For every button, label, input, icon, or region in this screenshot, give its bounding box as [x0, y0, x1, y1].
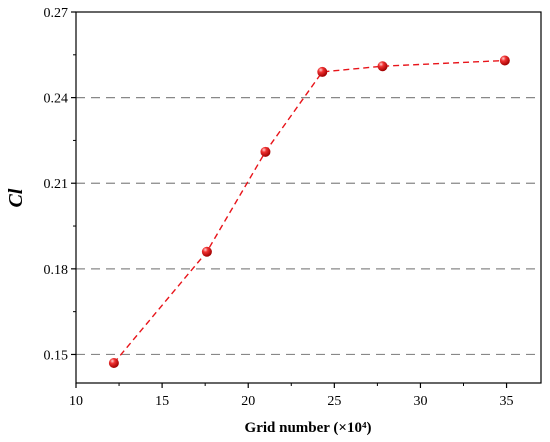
y-tick-label: 0.18: [44, 263, 69, 278]
x-tick-label: 20: [241, 394, 255, 409]
y-tick-label: 0.24: [44, 92, 69, 107]
axis-ticks: 0.15 0.18 0.21 0.24 0.27 10 15 20 25 30 35: [44, 6, 514, 409]
data-point: [201, 246, 212, 257]
data-point: [499, 55, 510, 66]
x-tick-label: 10: [69, 394, 83, 409]
y-tick-label: 0.27: [44, 6, 69, 21]
data-point: [260, 146, 271, 157]
x-axis-title: Grid number (×10⁴): [245, 420, 372, 436]
gridlines: [76, 97, 541, 356]
series: [108, 55, 510, 369]
x-tick-label: 35: [500, 394, 514, 409]
x-tick-label: 30: [413, 394, 427, 409]
x-tick-label: 15: [155, 394, 169, 409]
data-point: [317, 66, 328, 77]
data-point: [108, 358, 119, 369]
y-tick-label: 0.21: [44, 177, 69, 192]
data-point: [377, 61, 388, 72]
x-tick-label: 25: [327, 394, 341, 409]
y-axis-title: Cl: [5, 188, 27, 207]
plot-frame: [75, 11, 542, 384]
y-tick-label: 0.15: [44, 348, 69, 363]
series-line: [113, 59, 505, 364]
